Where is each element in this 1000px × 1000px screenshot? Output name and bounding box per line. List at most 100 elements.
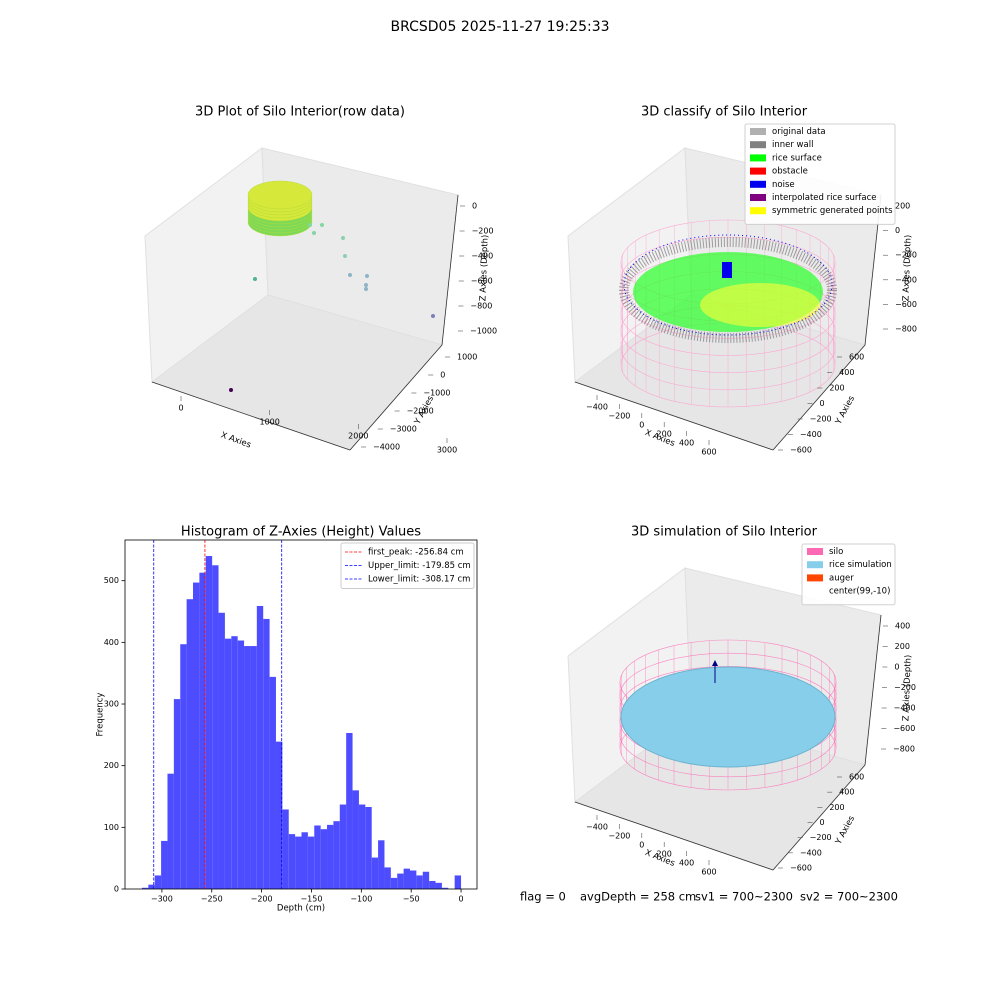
x-tick-label: 0 — [639, 421, 644, 430]
z-axis-label: Z Axies (Depth) — [478, 235, 490, 302]
scatter-point — [312, 231, 316, 235]
y-tick-label: 200 — [829, 384, 844, 393]
z-tick-label: 200 — [895, 642, 910, 651]
y-tick-label: −1000 — [423, 389, 450, 398]
bar — [218, 612, 225, 889]
bar — [416, 875, 423, 889]
x-tick-label: 1000 — [259, 418, 279, 427]
y-tick-label: −3000 — [390, 425, 417, 434]
x-tick-label: 0 — [178, 404, 183, 413]
x-tick-label: −100 — [350, 895, 372, 904]
z-tick-label: 200 — [895, 202, 910, 211]
legend-swatch — [750, 154, 766, 162]
bar — [141, 887, 149, 889]
bar — [397, 873, 404, 889]
legend-swatch — [807, 587, 823, 595]
scatter-point — [364, 287, 368, 291]
x-tick-label: 200 — [657, 850, 672, 859]
bar — [384, 867, 391, 889]
y-tick-label: 0 — [820, 818, 825, 827]
legend-label: center(99,-10) — [829, 587, 890, 597]
legend-label: obstacle — [772, 167, 808, 177]
plot-title: 3D simulation of Silo Interior — [631, 525, 818, 540]
bar — [441, 887, 449, 889]
x-tick-label: −200 — [608, 412, 630, 421]
x-tick-label: 600 — [701, 448, 716, 457]
x-tick-label: 600 — [701, 868, 716, 877]
bar — [288, 834, 296, 889]
z-tick-label: −200 — [894, 683, 916, 692]
x-tick-label: 2000 — [348, 432, 368, 441]
status-text: avgDepth = 258 cm — [580, 890, 696, 904]
x-tick-label: 200 — [657, 430, 672, 439]
y-tick-label: 0 — [820, 399, 825, 408]
bar — [327, 824, 334, 889]
scatter-point — [364, 283, 368, 287]
legend-label: Upper_limit: -179.85 cm — [368, 561, 471, 571]
x-tick-label: 0 — [639, 841, 644, 850]
scatter-point — [308, 223, 312, 227]
z-tick-label: −600 — [895, 300, 917, 309]
z-tick-label: −800 — [895, 325, 917, 334]
bar — [333, 821, 340, 889]
rice-disc — [620, 666, 836, 768]
scatter-point — [431, 314, 435, 318]
y-axis-label: Frequency — [96, 693, 106, 737]
legend-label: rice surface — [772, 153, 822, 163]
y-tick-label: 400 — [839, 788, 854, 797]
x-tick-label: −250 — [201, 895, 223, 904]
axis-line — [574, 801, 774, 871]
legend-swatch — [750, 194, 766, 201]
y-tick-label: 400 — [104, 638, 119, 647]
y-tick-label: 600 — [849, 773, 864, 782]
bar — [371, 857, 379, 889]
noise-cluster — [722, 262, 732, 278]
bar — [161, 840, 168, 889]
bar — [256, 605, 264, 889]
axis-line — [772, 344, 866, 451]
legend-label: symmetric generated points — [772, 206, 893, 216]
x-tick-label: 400 — [679, 859, 694, 868]
legend-label: original data — [772, 127, 826, 137]
y-tick-label: −2000 — [407, 407, 434, 416]
legend-box — [744, 123, 896, 225]
scatter-point — [229, 388, 233, 392]
legend-label: rice simulation — [829, 560, 892, 570]
scatter-point — [320, 223, 324, 227]
bar — [154, 875, 162, 889]
x-tick-label: 0 — [458, 895, 463, 904]
z-tick-label: −400 — [894, 704, 916, 713]
bar — [409, 870, 417, 889]
axis-line — [151, 381, 351, 451]
z-tick-label: 0 — [472, 202, 477, 211]
y-tick-label: −600 — [790, 446, 812, 455]
bar — [205, 556, 213, 889]
bar — [314, 825, 321, 889]
z-tick-label: −200 — [472, 227, 494, 236]
bar — [193, 582, 200, 889]
bar — [403, 868, 410, 889]
z-tick-label: 0 — [895, 226, 900, 235]
legend-box — [801, 543, 896, 606]
bar — [295, 836, 302, 889]
bar — [454, 875, 462, 889]
legend-label: noise — [772, 180, 795, 190]
y-tick-label: −600 — [790, 864, 812, 873]
plot-title: Histogram of Z-Axies (Height) Values — [181, 525, 421, 540]
z-tick-label: −400 — [471, 252, 493, 261]
x-tick-label: −150 — [300, 895, 322, 904]
legend-swatch — [807, 574, 823, 582]
wall-points — [619, 237, 837, 343]
scatter-point — [341, 236, 345, 240]
bar — [435, 882, 442, 889]
legend-swatch — [750, 141, 766, 149]
x-tick-label: −200 — [251, 895, 273, 904]
bar — [199, 572, 206, 889]
x-tick-label: −400 — [586, 403, 608, 412]
noise-points — [623, 234, 833, 336]
bar — [231, 636, 238, 889]
bar — [212, 565, 219, 889]
bar — [237, 640, 245, 889]
y-tick-label: −400 — [800, 848, 822, 857]
